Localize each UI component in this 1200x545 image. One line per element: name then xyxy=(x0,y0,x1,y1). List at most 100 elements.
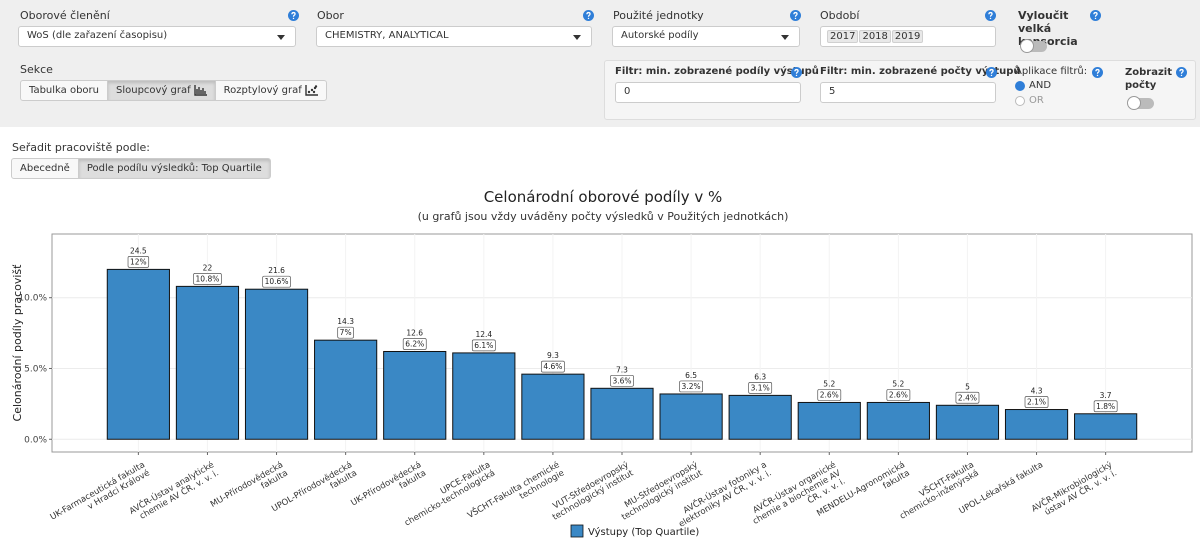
help-icon[interactable] xyxy=(1176,67,1187,78)
field-label: Obor xyxy=(317,9,344,22)
min-count-input[interactable]: 5 xyxy=(820,82,996,103)
period-tag[interactable]: 2018 xyxy=(859,30,891,43)
period-tag[interactable]: 2019 xyxy=(891,30,924,43)
value-label: 7% xyxy=(340,328,352,337)
units-label: Použité jednotky xyxy=(613,9,704,22)
bar xyxy=(797,401,861,440)
filter-panel: Filtr: min. zobrazené podíly výstupů 0 F… xyxy=(604,60,1196,120)
y-tick-label: 0.0% xyxy=(24,435,47,445)
chart-subtitle: (u grafů jsou vždy uváděny počty výsledk… xyxy=(418,210,789,223)
apply-label: Aplikace filtrů: xyxy=(1015,66,1088,77)
count-label: 12.6 xyxy=(406,328,423,337)
value-label-box xyxy=(193,273,222,285)
radio-text: OR xyxy=(1029,95,1044,106)
show-counts-toggle[interactable] xyxy=(1127,96,1154,110)
section-button[interactable]: Rozptylový graf xyxy=(214,80,327,101)
bar xyxy=(659,393,723,440)
section-button[interactable]: Sloupcový graf xyxy=(107,80,216,101)
bar xyxy=(175,285,240,440)
value-label: 6.1% xyxy=(474,341,493,350)
field-select[interactable]: CHEMISTRY, ANALYTICAL xyxy=(316,26,592,47)
help-icon[interactable] xyxy=(583,10,594,21)
bar xyxy=(935,404,1000,440)
bar xyxy=(314,339,378,440)
bar xyxy=(106,268,170,440)
count-label: 24.5 xyxy=(130,246,147,255)
value-label-box xyxy=(1024,396,1049,408)
help-icon[interactable] xyxy=(790,10,801,21)
help-icon[interactable] xyxy=(791,67,802,78)
count-label: 14.3 xyxy=(337,317,354,326)
y-tick-label: 10.0% xyxy=(18,294,47,304)
period-label: Období xyxy=(820,9,860,22)
filter-bar: Oborové členění WoS (dle zařazení časopi… xyxy=(0,0,1200,127)
select-value: Autorské podíly xyxy=(621,30,699,41)
count-label: 21.6 xyxy=(268,266,285,275)
min-count-label: Filtr: min. zobrazené počty výstupů xyxy=(820,66,1021,77)
bar xyxy=(590,387,654,440)
value-label: 6.2% xyxy=(405,339,424,348)
section-buttons: Tabulka oboru Sloupcový graf Rozptylový … xyxy=(20,80,327,101)
y-axis-title: Celonárodní podíly pracovišť xyxy=(11,264,24,422)
section-button[interactable]: Tabulka oboru xyxy=(20,80,108,101)
sort-button[interactable]: Podle podílu výsledků: Top Quartile xyxy=(77,158,271,179)
value-label: 12% xyxy=(130,257,147,266)
value-label-box xyxy=(817,389,842,401)
value-label-box xyxy=(1093,400,1118,413)
units-select[interactable]: Autorské podíly xyxy=(612,26,800,47)
count-label: 6.3 xyxy=(754,372,766,381)
value-label-box xyxy=(471,339,496,352)
value-label-box xyxy=(127,256,150,268)
min-share-input[interactable]: 0 xyxy=(615,82,801,103)
value-label-box xyxy=(748,382,773,394)
value-label-box xyxy=(610,374,634,387)
value-label: 10.8% xyxy=(196,274,220,283)
count-label: 5.2 xyxy=(823,379,835,388)
input-value: 5 xyxy=(829,86,836,97)
exclude-consortia-toggle[interactable] xyxy=(1020,39,1047,53)
bar xyxy=(383,350,447,440)
button-text: Rozptylový graf xyxy=(223,85,302,96)
button-text: Sloupcový graf xyxy=(116,85,191,96)
help-icon[interactable] xyxy=(985,10,996,21)
value-label-box xyxy=(541,360,565,373)
help-icon[interactable] xyxy=(288,10,299,21)
chart: Celonárodní oborové podíly v % (u grafů j… xyxy=(11,188,1193,538)
value-label: 4.6% xyxy=(543,362,562,371)
value-label: 3.1% xyxy=(751,383,770,392)
bar-icon xyxy=(193,85,207,96)
button-text: Tabulka oboru xyxy=(29,85,99,96)
min-share-label: Filtr: min. zobrazené podíly výstupů xyxy=(615,66,819,77)
sort-buttons: Abecedně Podle podílu výsledků: Top Quar… xyxy=(11,158,271,179)
sort-button[interactable]: Abecedně xyxy=(11,158,79,179)
help-icon[interactable] xyxy=(986,67,997,78)
count-label: 5 xyxy=(965,382,970,391)
x-tick-label: UK-Farmaceutická fakultav Hradci Králové xyxy=(49,460,152,531)
help-icon[interactable] xyxy=(1092,67,1103,78)
y-tick-label: 5.0% xyxy=(24,364,47,374)
value-label: 2.6% xyxy=(889,390,908,399)
radio-or[interactable]: OR xyxy=(1015,95,1044,106)
select-value: CHEMISTRY, ANALYTICAL xyxy=(325,30,449,41)
radio-and[interactable]: AND xyxy=(1015,80,1051,91)
value-label: 10.6% xyxy=(265,277,289,286)
scatter-icon xyxy=(305,85,318,96)
count-label: 6.5 xyxy=(685,371,697,380)
button-text: Podle podílu výsledků: Top Quartile xyxy=(86,163,262,174)
period-select[interactable]: 2017 2018 2019 xyxy=(820,26,996,47)
legend-swatch xyxy=(570,524,584,538)
value-label-box xyxy=(337,326,354,339)
period-tag[interactable]: 2017 xyxy=(827,30,859,43)
bar xyxy=(452,352,516,440)
value-label: 3.2% xyxy=(682,382,701,391)
field-classification-select[interactable]: WoS (dle zařazení časopisu) xyxy=(18,26,296,47)
section-label: Sekce xyxy=(20,63,53,76)
count-label: 12.4 xyxy=(475,330,492,339)
help-icon[interactable] xyxy=(1090,10,1101,21)
value-label: 1.8% xyxy=(1096,402,1115,411)
count-label: 9.3 xyxy=(547,351,559,360)
count-label: 22 xyxy=(203,263,213,272)
value-label: 2.4% xyxy=(958,393,977,402)
bar xyxy=(244,288,309,440)
